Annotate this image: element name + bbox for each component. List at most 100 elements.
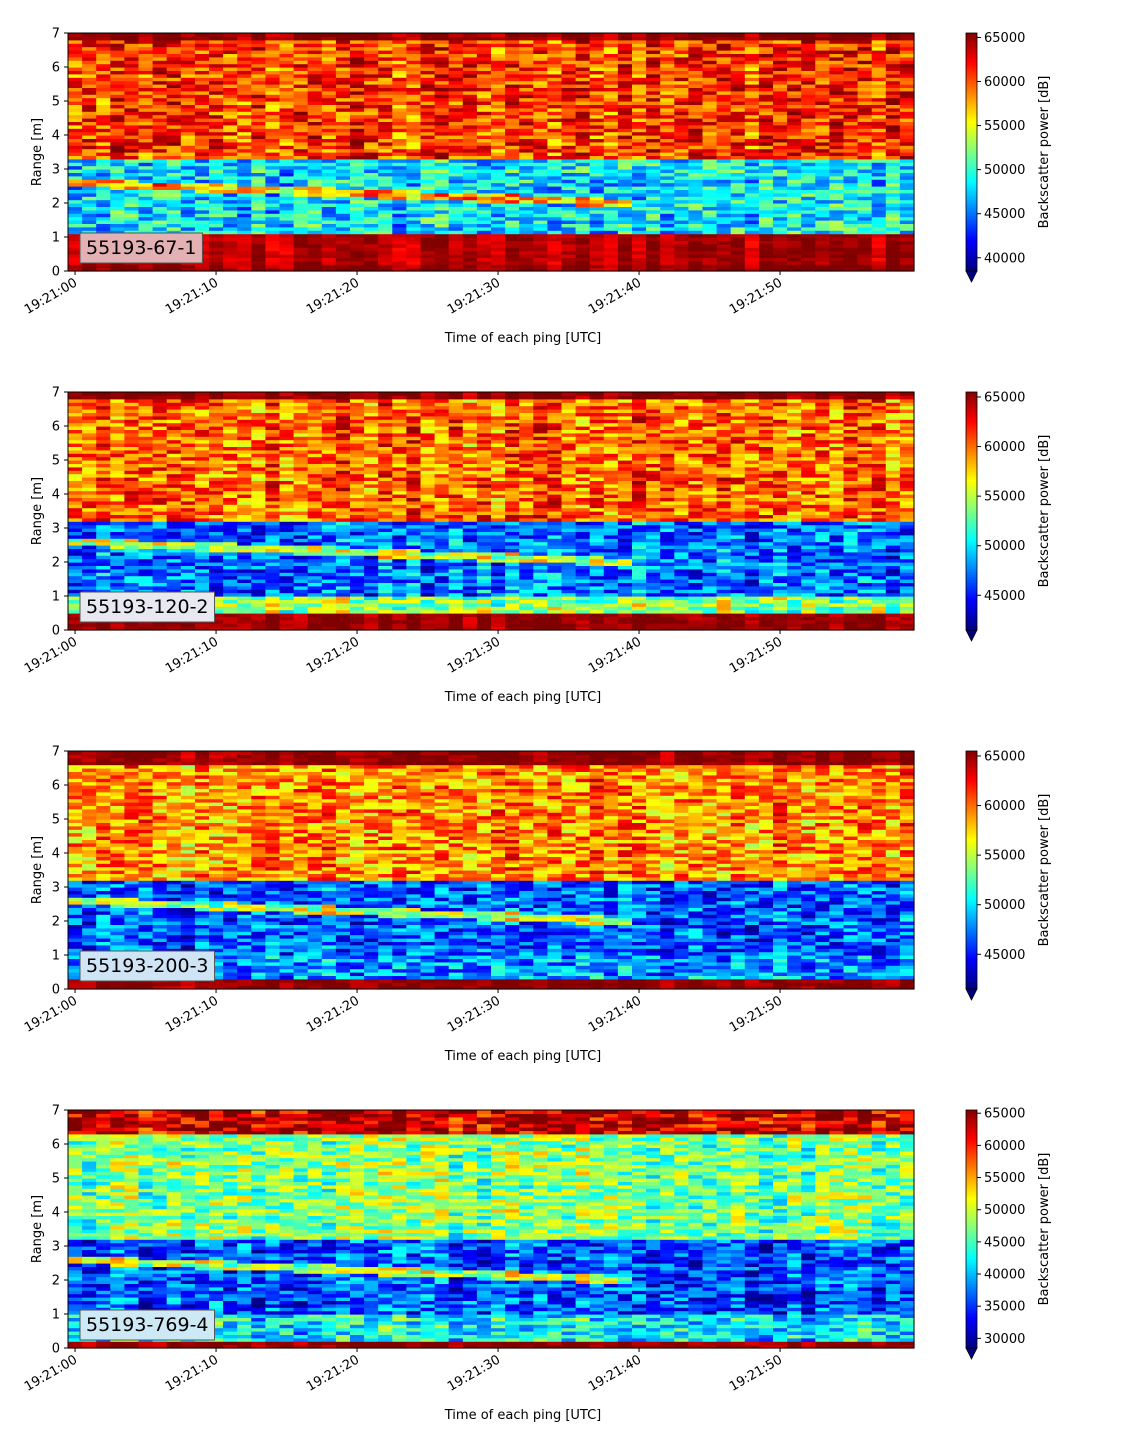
- colorbar: 30000 35000 40000 45000 50000 55000 60000 65000…: [965, 1107, 1052, 1360]
- panel-label: 55193-120-2: [86, 596, 209, 618]
- y-tick-label: 3: [52, 522, 60, 537]
- x-tick-label: 19:21:30: [445, 993, 503, 1035]
- panel-label-box: [79, 591, 216, 623]
- x-tick-label: 19:21:10: [163, 634, 221, 676]
- colorbar-label: Backscatter power [dB]: [1037, 76, 1052, 229]
- x-tick-label: 19:21:00: [22, 275, 80, 317]
- colorbar-tick-label: 50000: [984, 1203, 1025, 1218]
- y-tick-label: 2: [52, 197, 60, 212]
- panel-label-box: [79, 232, 203, 264]
- colorbar-extend-min: [965, 988, 978, 1001]
- panel-label-box: [79, 1309, 216, 1341]
- colorbar-tick-label: 35000: [984, 1300, 1025, 1315]
- x-tick-label: 19:21:10: [163, 275, 221, 317]
- axes-frame: [67, 750, 915, 990]
- y-tick-label: 4: [52, 129, 60, 144]
- x-axis-label: Time of each ping [UTC]: [444, 1049, 602, 1064]
- colorbar-tick-label: 60000: [984, 440, 1025, 455]
- y-tick-label: 2: [52, 915, 60, 930]
- colorbar-tick-label: 65000: [984, 749, 1025, 764]
- x-tick-label: 19:21:00: [22, 993, 80, 1035]
- heatmap: [68, 33, 915, 272]
- x-tick-label: 19:21:40: [586, 1352, 644, 1394]
- x-axis-label: Time of each ping [UTC]: [444, 690, 602, 705]
- colorbar-tick-label: 50000: [984, 539, 1025, 554]
- colorbar-tick-label: 45000: [984, 589, 1025, 604]
- x-tick-label: 19:21:40: [586, 275, 644, 317]
- x-tick-label: 19:21:50: [727, 1352, 785, 1394]
- panel-1: 0 1 2 3 4 5 6 7 Range [m] 19:21:00 19:21:10 19:21:2…: [22, 27, 1052, 347]
- y-tick-label: 7: [52, 1104, 60, 1119]
- x-tick-label: 19:21:20: [304, 993, 362, 1035]
- y-tick-label: 6: [52, 1138, 60, 1153]
- y-tick-label: 6: [52, 420, 60, 435]
- colorbar-tick-label: 50000: [984, 898, 1025, 913]
- x-tick-label: 19:21:20: [304, 275, 362, 317]
- panel-label: 55193-769-4: [86, 1314, 209, 1336]
- y-tick-label: 1: [52, 1308, 60, 1323]
- colorbar-tick-label: 55000: [984, 1171, 1025, 1186]
- x-tick-label: 19:21:00: [22, 1352, 80, 1394]
- y-tick-label: 1: [52, 231, 60, 246]
- x-tick-label: 19:21:50: [727, 993, 785, 1035]
- panel-4: 0 1 2 3 4 5 6 7 Range [m] 19:21:00 19:21:10 19:21:2…: [22, 1104, 1052, 1424]
- y-tick-label: 5: [52, 813, 60, 828]
- y-tick-label: 4: [52, 847, 60, 862]
- colorbar: 45000 50000 55000 60000 65000 Backscatter pow…: [965, 749, 1052, 1001]
- y-axis-label: Range [m]: [30, 836, 45, 904]
- colorbar-tick-label: 55000: [984, 849, 1025, 864]
- x-tick-label: 19:21:40: [586, 634, 644, 676]
- colorbar-tick-label: 40000: [984, 251, 1025, 266]
- panel-2: 0 1 2 3 4 5 6 7 Range [m] 19:21:00 19:21:10 19:21:2…: [22, 386, 1052, 706]
- y-tick-label: 1: [52, 949, 60, 964]
- x-tick-label: 19:21:20: [304, 634, 362, 676]
- colorbar-label: Backscatter power [dB]: [1037, 1153, 1052, 1306]
- y-tick-label: 4: [52, 1206, 60, 1221]
- colorbar-tick-label: 50000: [984, 163, 1025, 178]
- y-tick-label: 0: [52, 624, 60, 639]
- panel-3: 0 1 2 3 4 5 6 7 Range [m] 19:21:00 19:21:10 19:21:2…: [22, 745, 1052, 1065]
- colorbar-tick-label: 65000: [984, 31, 1025, 46]
- colorbar-extend-min: [965, 270, 978, 283]
- colorbar-tick-label: 65000: [984, 1107, 1025, 1122]
- colorbar: 45000 50000 55000 60000 65000 Backscatter pow…: [965, 390, 1052, 642]
- axes-frame: [67, 32, 915, 272]
- x-tick-label: 19:21:30: [445, 1352, 503, 1394]
- y-tick-label: 2: [52, 556, 60, 571]
- x-tick-label: 19:21:50: [727, 634, 785, 676]
- y-tick-label: 3: [52, 881, 60, 896]
- colorbar-tick-label: 65000: [984, 390, 1025, 405]
- colorbar-tick-label: 55000: [984, 119, 1025, 134]
- y-axis-label: Range [m]: [30, 118, 45, 186]
- y-tick-label: 5: [52, 454, 60, 469]
- colorbar-label: Backscatter power [dB]: [1037, 794, 1052, 947]
- panel-label: 55193-200-3: [86, 955, 209, 977]
- x-axis-label: Time of each ping [UTC]: [444, 1408, 602, 1423]
- colorbar-label: Backscatter power [dB]: [1037, 435, 1052, 588]
- y-tick-label: 0: [52, 265, 60, 280]
- colorbar-tick-label: 45000: [984, 948, 1025, 963]
- x-tick-label: 19:21:00: [22, 634, 80, 676]
- colorbar: 40000 45000 50000 55000 60000 65000 Backscatte…: [965, 31, 1052, 283]
- panel-label: 55193-67-1: [86, 237, 196, 259]
- y-tick-label: 7: [52, 386, 60, 401]
- y-tick-label: 2: [52, 1274, 60, 1289]
- y-tick-label: 3: [52, 163, 60, 178]
- y-tick-label: 0: [52, 983, 60, 998]
- y-tick-label: 3: [52, 1240, 60, 1255]
- y-tick-label: 7: [52, 745, 60, 760]
- panel-label-box: [79, 950, 216, 982]
- y-tick-label: 6: [52, 61, 60, 76]
- x-axis-label: Time of each ping [UTC]: [444, 331, 602, 346]
- colorbar-tick-label: 45000: [984, 207, 1025, 222]
- y-tick-label: 4: [52, 488, 60, 503]
- y-tick-label: 6: [52, 779, 60, 794]
- heatmap: [68, 1110, 915, 1349]
- y-axis-label: Range [m]: [30, 477, 45, 545]
- axes-frame: [67, 1109, 915, 1349]
- x-tick-label: 19:21:30: [445, 634, 503, 676]
- x-tick-label: 19:21:50: [727, 275, 785, 317]
- heatmap: [68, 751, 915, 990]
- colorbar-extend-min: [965, 629, 978, 642]
